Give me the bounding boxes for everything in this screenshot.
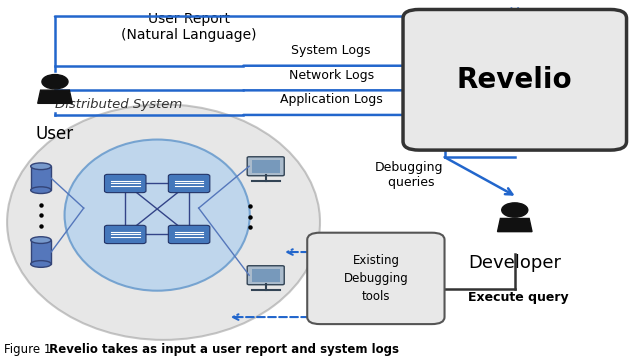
Text: Figure 1: Figure 1 (4, 344, 55, 356)
Text: Debugging
 queries: Debugging queries (375, 161, 444, 189)
FancyBboxPatch shape (104, 225, 146, 244)
Text: Existing
Debugging
tools: Existing Debugging tools (344, 254, 408, 303)
Text: Execute query: Execute query (468, 291, 568, 304)
Text: Developer: Developer (468, 254, 561, 272)
Ellipse shape (31, 237, 51, 243)
Text: System Logs: System Logs (291, 44, 371, 57)
Ellipse shape (65, 140, 250, 291)
Text: User: User (36, 126, 74, 144)
Text: Revelio takes as input a user report and system logs: Revelio takes as input a user report and… (45, 344, 399, 356)
FancyBboxPatch shape (247, 266, 284, 285)
Ellipse shape (31, 261, 51, 267)
Circle shape (42, 75, 68, 89)
Text: Revelio: Revelio (457, 66, 573, 94)
Text: Application Logs: Application Logs (280, 93, 383, 106)
Text: User Report
(Natural Language): User Report (Natural Language) (122, 12, 257, 42)
Text: Distributed System: Distributed System (55, 98, 182, 111)
Ellipse shape (31, 187, 51, 194)
Polygon shape (38, 90, 72, 103)
Text: Network Logs: Network Logs (289, 69, 374, 81)
FancyBboxPatch shape (168, 225, 210, 244)
Circle shape (502, 203, 528, 217)
FancyBboxPatch shape (403, 9, 627, 150)
FancyBboxPatch shape (252, 160, 280, 173)
FancyBboxPatch shape (247, 157, 284, 176)
FancyBboxPatch shape (252, 269, 280, 282)
Ellipse shape (31, 163, 51, 169)
Bar (31, 240, 51, 264)
FancyBboxPatch shape (307, 233, 445, 324)
Bar (31, 166, 51, 190)
Ellipse shape (7, 104, 320, 340)
FancyBboxPatch shape (168, 174, 210, 193)
FancyBboxPatch shape (104, 174, 146, 193)
Polygon shape (497, 219, 532, 232)
